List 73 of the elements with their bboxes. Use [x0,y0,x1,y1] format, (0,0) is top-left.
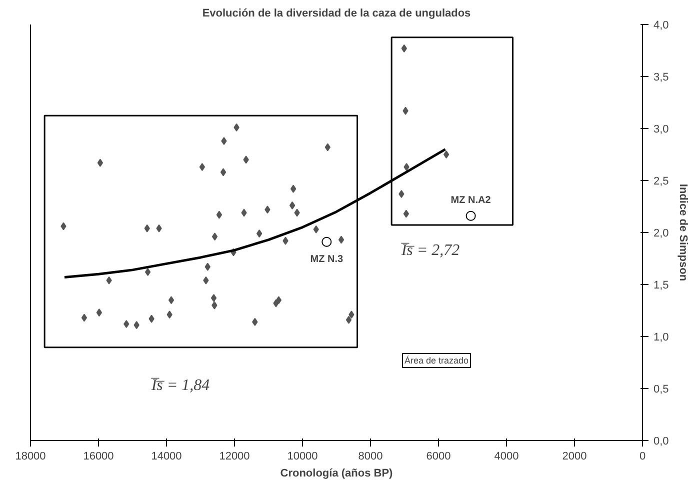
x-tick-label: 6000 [426,450,451,462]
point [234,123,240,132]
point [313,225,319,234]
point [403,210,410,218]
y-axis-title: Indice de Simpson [676,184,689,282]
annotation: MZ N.A2 [450,194,492,206]
point [124,320,130,328]
point [289,201,296,210]
point [322,236,332,247]
point [252,318,258,326]
chart-title: Evolución de la diversidad de la caza de ungulados [202,8,471,20]
point [324,143,330,152]
point [346,316,352,324]
point [134,321,140,330]
point [216,210,222,219]
x-tick-label: 0 [639,450,646,462]
point [348,310,354,319]
point [210,294,217,302]
y-tick-label: 0,5 [654,384,669,396]
point [81,314,88,322]
x-tick-label: 12000 [219,450,250,462]
point [282,236,288,245]
annotation: I̅s̅ = 1,84 [150,376,210,394]
point [220,168,226,176]
point [156,224,162,232]
x-tick-label: 14000 [151,450,182,462]
point [264,206,270,214]
point [241,208,247,217]
x-tick-label: 4000 [494,450,519,462]
point [212,301,218,310]
point [404,162,410,171]
annotation: MZ N.3 [310,254,344,265]
y-tick-label: 4,0 [654,20,669,32]
x-tick-label: 8000 [358,450,383,462]
point [60,222,66,230]
point [256,230,262,238]
point [243,156,249,164]
point [144,224,150,232]
point [294,208,300,217]
y-tick-label: 3,5 [654,72,669,84]
point [212,232,218,241]
point [199,162,206,171]
x-tick-label: 18000 [15,450,46,462]
annotation: Área de trazado [404,356,469,366]
point [106,276,112,284]
y-tick-label: 1,5 [654,280,669,292]
point [398,190,404,198]
x-tick-label: 10000 [287,450,318,462]
x-axis-title: Cronología (años BP) [280,468,394,480]
point [148,314,154,323]
x-tick-label: 2000 [562,450,587,462]
point [466,210,476,221]
point [204,262,210,271]
point [203,276,209,284]
point [96,308,102,317]
point [401,44,407,52]
point [402,106,408,115]
point [97,158,104,167]
point [338,236,344,244]
x-tick-label: 16000 [83,450,114,462]
annotation: I̅s̅ = 2,72 [400,242,460,259]
point [443,150,450,158]
y-tick-label: 0,0 [654,436,669,448]
y-tick-label: 2,0 [654,228,669,240]
point [221,136,227,145]
point [290,184,296,193]
y-tick-label: 2,5 [654,176,669,188]
point [276,296,282,304]
point [144,268,151,276]
y-tick-label: 1,0 [654,332,669,344]
y-tick-label: 3,0 [654,124,669,136]
point [168,296,174,304]
point [166,310,172,319]
